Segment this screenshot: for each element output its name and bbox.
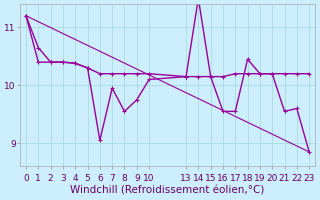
X-axis label: Windchill (Refroidissement éolien,°C): Windchill (Refroidissement éolien,°C): [70, 186, 265, 196]
